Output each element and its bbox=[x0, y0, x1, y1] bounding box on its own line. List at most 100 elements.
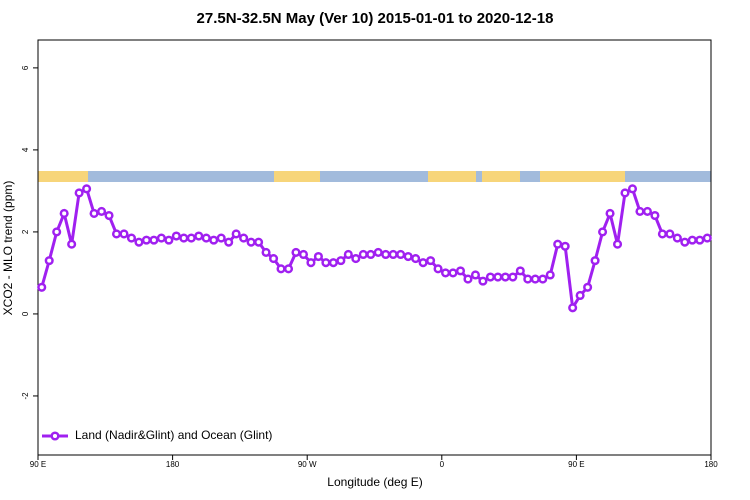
x-tick-label: 90 E bbox=[568, 460, 584, 469]
series-line bbox=[40, 186, 708, 313]
point bbox=[687, 235, 697, 245]
x-tick-label: 90 E bbox=[30, 460, 46, 469]
point bbox=[455, 266, 466, 276]
point bbox=[620, 188, 630, 198]
point bbox=[485, 272, 495, 282]
point bbox=[171, 231, 181, 241]
point bbox=[575, 290, 585, 301]
point bbox=[448, 268, 458, 278]
point bbox=[239, 233, 249, 243]
point bbox=[179, 233, 189, 243]
point bbox=[186, 233, 196, 243]
point bbox=[411, 254, 421, 264]
point bbox=[612, 239, 623, 249]
point bbox=[665, 229, 675, 239]
point bbox=[231, 229, 241, 239]
point bbox=[560, 241, 570, 251]
point bbox=[366, 249, 376, 260]
point bbox=[500, 272, 510, 282]
point bbox=[538, 274, 548, 284]
point bbox=[52, 227, 62, 237]
point bbox=[313, 251, 323, 262]
point bbox=[680, 237, 690, 247]
chart-title: 27.5N-32.5N May (Ver 10) 2015-01-01 to 2… bbox=[197, 10, 554, 27]
point bbox=[59, 208, 69, 219]
plot-frame bbox=[37, 39, 712, 456]
point bbox=[650, 210, 660, 221]
point bbox=[201, 233, 211, 243]
point bbox=[590, 256, 600, 266]
point bbox=[493, 272, 503, 282]
point bbox=[149, 235, 159, 245]
point bbox=[635, 206, 645, 216]
point bbox=[388, 249, 398, 260]
point bbox=[583, 282, 593, 292]
point bbox=[523, 274, 533, 284]
point bbox=[530, 274, 540, 284]
point bbox=[702, 233, 712, 243]
x-tick-label: 180 bbox=[166, 460, 180, 469]
point bbox=[433, 264, 443, 274]
point bbox=[373, 247, 383, 257]
point bbox=[306, 258, 316, 268]
point bbox=[194, 231, 204, 241]
x-tick-label: 180 bbox=[704, 460, 718, 469]
point bbox=[672, 233, 682, 243]
point bbox=[67, 239, 77, 249]
point bbox=[156, 233, 166, 243]
point bbox=[89, 208, 99, 219]
point bbox=[358, 249, 368, 260]
point bbox=[126, 233, 137, 243]
y-tick-label: 0 bbox=[21, 311, 30, 316]
point bbox=[111, 229, 122, 239]
point bbox=[321, 258, 331, 268]
point bbox=[246, 237, 256, 247]
point bbox=[97, 206, 107, 216]
point bbox=[553, 239, 563, 249]
y-tick-label: -2 bbox=[21, 392, 30, 400]
point bbox=[82, 184, 92, 194]
point bbox=[224, 237, 234, 247]
point bbox=[426, 256, 436, 266]
point bbox=[463, 274, 473, 284]
point bbox=[627, 184, 638, 194]
point bbox=[381, 249, 391, 260]
point bbox=[261, 247, 271, 257]
point bbox=[283, 264, 294, 274]
point bbox=[418, 258, 428, 268]
point bbox=[254, 237, 264, 247]
point bbox=[216, 233, 226, 243]
point bbox=[440, 268, 451, 278]
point bbox=[351, 254, 361, 264]
point bbox=[336, 256, 346, 266]
y-tick-label: 4 bbox=[21, 147, 30, 152]
x-tick-label: 0 bbox=[440, 460, 445, 469]
point bbox=[568, 303, 578, 313]
point bbox=[328, 258, 338, 268]
land-ocean-strip bbox=[38, 171, 711, 182]
point bbox=[515, 266, 525, 276]
point bbox=[403, 251, 413, 262]
y-axis-label: XCO2 - MLO trend (ppm) bbox=[1, 181, 15, 316]
y-tick-label: 6 bbox=[21, 65, 30, 70]
point bbox=[276, 264, 286, 274]
point bbox=[141, 235, 151, 245]
point bbox=[396, 249, 406, 260]
point bbox=[74, 188, 84, 198]
point bbox=[291, 247, 301, 257]
point bbox=[44, 256, 54, 266]
legend-marker bbox=[50, 431, 60, 441]
point bbox=[269, 254, 279, 264]
point bbox=[545, 270, 555, 280]
point bbox=[298, 249, 309, 260]
point bbox=[657, 229, 667, 239]
legend-label: Land (Nadir&Glint) and Ocean (Glint) bbox=[75, 428, 272, 442]
point bbox=[470, 270, 481, 280]
point bbox=[209, 235, 219, 245]
point bbox=[343, 249, 353, 260]
x-tick-label: 90 W bbox=[298, 460, 317, 469]
point bbox=[508, 272, 518, 282]
point bbox=[605, 208, 615, 219]
point bbox=[478, 276, 488, 286]
